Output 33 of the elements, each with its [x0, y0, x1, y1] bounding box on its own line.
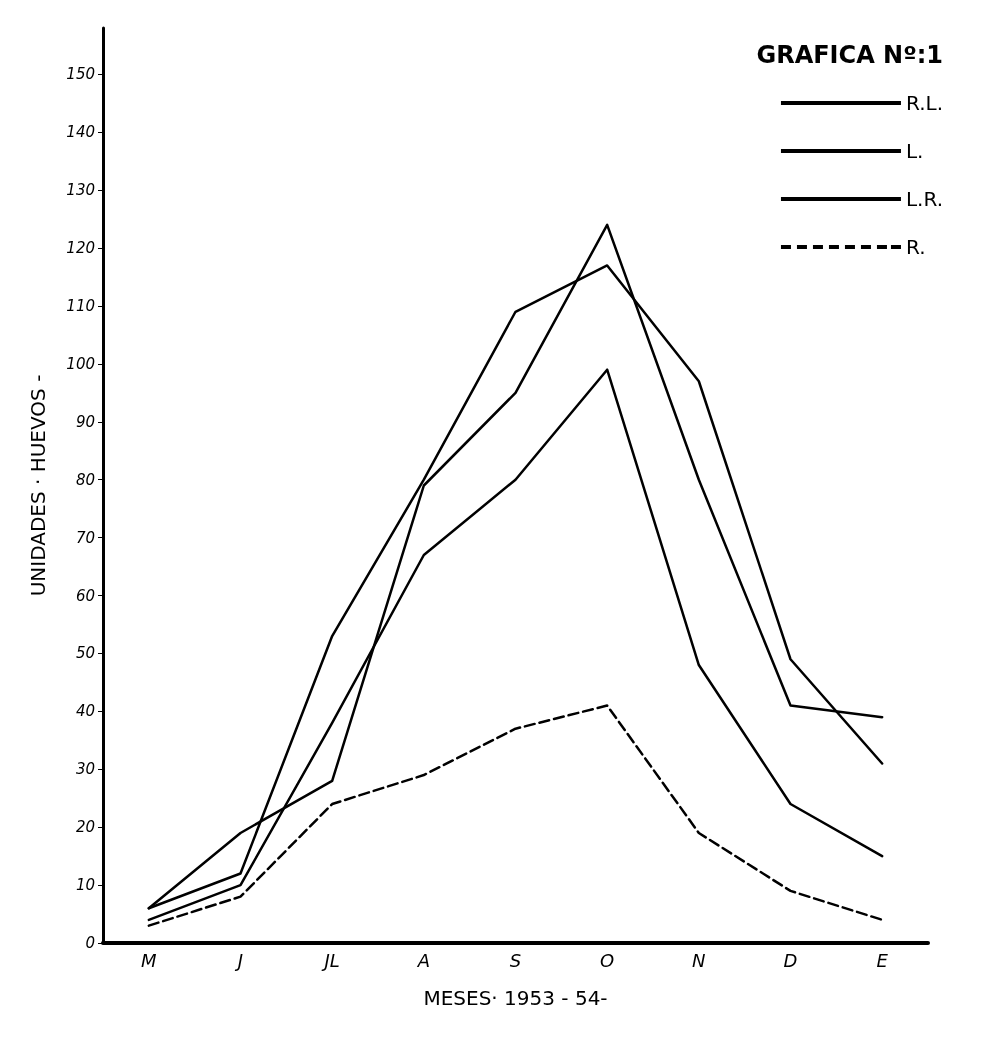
text: GRAFICA Nº:1	[756, 41, 944, 69]
y-tick-label: 10	[75, 876, 95, 895]
y-tick-label: 120	[66, 239, 95, 258]
y-tick-label: 60	[75, 586, 95, 605]
x-tick-label: D	[783, 949, 798, 971]
y-tick-label: 40	[75, 702, 95, 721]
y-axis-title: UNIDADES · HUEVOS -	[26, 374, 50, 597]
x-tick-label: JL	[321, 949, 340, 971]
x-tick-label: O	[600, 949, 615, 971]
y-tick-label: 90	[75, 412, 95, 431]
x-axis-title: MESES· 1953 - 54-	[423, 986, 608, 1010]
y-tick-label: 100	[66, 354, 95, 373]
legend-label: L.	[905, 139, 924, 163]
y-tick-label: 150	[66, 65, 95, 84]
y-tick-label: 80	[75, 470, 95, 489]
y-tick-label: 70	[75, 528, 95, 547]
legend-label: R.L.	[905, 91, 944, 115]
legend-label: R.	[905, 235, 926, 259]
x-tick-label: A	[416, 949, 430, 971]
y-tick-label: 140	[66, 123, 95, 142]
y-tick-label: 20	[75, 818, 95, 837]
y-tick-label: 50	[75, 644, 95, 663]
x-tick-label: E	[876, 949, 889, 971]
y-tick-label: 0	[85, 934, 95, 952]
y-tick-label: 30	[75, 760, 95, 779]
x-tick-label: S	[509, 949, 522, 971]
line-series	[147, 704, 884, 927]
x-tick-label: J	[234, 949, 244, 971]
x-tick-label: N	[692, 949, 706, 971]
legend-label: L.R.	[905, 187, 944, 211]
y-tick-label: 110	[66, 296, 95, 315]
y-tick-label: 130	[66, 181, 95, 200]
x-tick-label: M	[141, 949, 158, 971]
